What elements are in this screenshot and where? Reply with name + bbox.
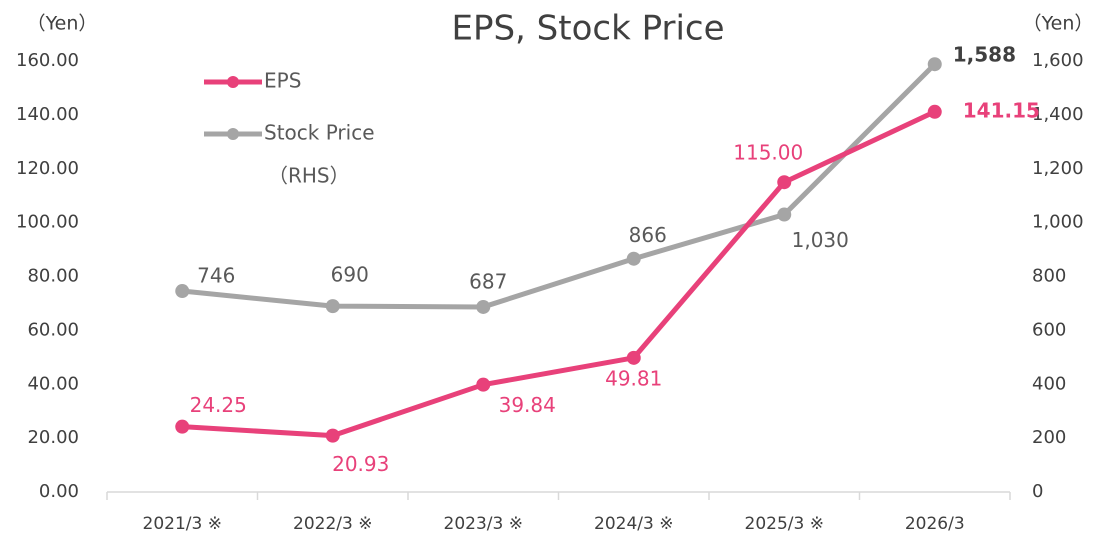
legend-note: （RHS） [268, 164, 350, 188]
y2-tick-label: 1,000 [1032, 212, 1084, 233]
data-point [626, 350, 641, 365]
y-tick-label: 100.00 [16, 212, 79, 233]
y-tick-label: 140.00 [16, 104, 79, 125]
y-tick-label: 60.00 [27, 319, 79, 340]
y-axis-label: （Yen） [27, 13, 98, 35]
legend-label: EPS [264, 69, 301, 93]
data-point [175, 284, 190, 299]
y2-tick-label: 0 [1032, 481, 1043, 502]
data-label: 24.25 [190, 393, 247, 417]
y2-tick-label: 200 [1032, 427, 1066, 448]
data-point [777, 207, 792, 222]
data-label: 866 [629, 223, 667, 247]
x-tick-label: 2021/3 ※ [143, 514, 222, 534]
x-tick-label: 2024/3 ※ [594, 514, 673, 534]
data-point [927, 57, 942, 72]
y-tick-label: 120.00 [16, 158, 79, 179]
legend-marker [227, 128, 239, 140]
y-tick-label: 40.00 [27, 373, 79, 394]
data-label: 746 [197, 264, 235, 288]
y-tick-label: 20.00 [27, 427, 79, 448]
y-tick-label: 0.00 [39, 481, 79, 502]
y-tick-label: 160.00 [16, 50, 79, 71]
x-tick-label: 2023/3 ※ [444, 514, 523, 534]
y2-tick-label: 1,600 [1032, 50, 1084, 71]
data-label: 39.84 [499, 393, 556, 417]
y2-axis-label: （Yen） [1023, 13, 1094, 35]
series-line [182, 62, 937, 310]
data-label: 115.00 [733, 141, 803, 165]
data-point [626, 251, 641, 266]
data-label: 687 [469, 269, 507, 293]
data-label: 1,588 [953, 43, 1016, 67]
x-tick-label: 2026/3 [905, 514, 965, 534]
data-point [175, 419, 190, 434]
data-point [325, 299, 340, 314]
data-label: 49.81 [605, 366, 662, 390]
y2-tick-label: 400 [1032, 373, 1066, 394]
y2-tick-label: 1,400 [1032, 104, 1084, 125]
y2-tick-label: 1,200 [1032, 158, 1084, 179]
y2-tick-label: 800 [1032, 266, 1066, 287]
data-point [476, 377, 491, 392]
data-label: 141.15 [963, 98, 1040, 122]
x-tick-label: 2025/3 ※ [745, 514, 824, 534]
series-line [182, 109, 936, 439]
data-point [476, 299, 491, 314]
legend-marker [227, 76, 239, 88]
data-point [777, 175, 792, 190]
y-tick-label: 80.00 [27, 266, 79, 287]
data-point [927, 104, 942, 119]
data-point [325, 428, 340, 443]
data-label: 690 [331, 263, 369, 287]
data-label: 1,030 [792, 228, 849, 252]
legend-label: Stock Price [264, 121, 375, 145]
x-tick-label: 2022/3 ※ [293, 514, 372, 534]
data-label: 20.93 [332, 452, 389, 476]
chart-title: EPS, Stock Price [451, 9, 724, 49]
y2-tick-label: 600 [1032, 319, 1066, 340]
